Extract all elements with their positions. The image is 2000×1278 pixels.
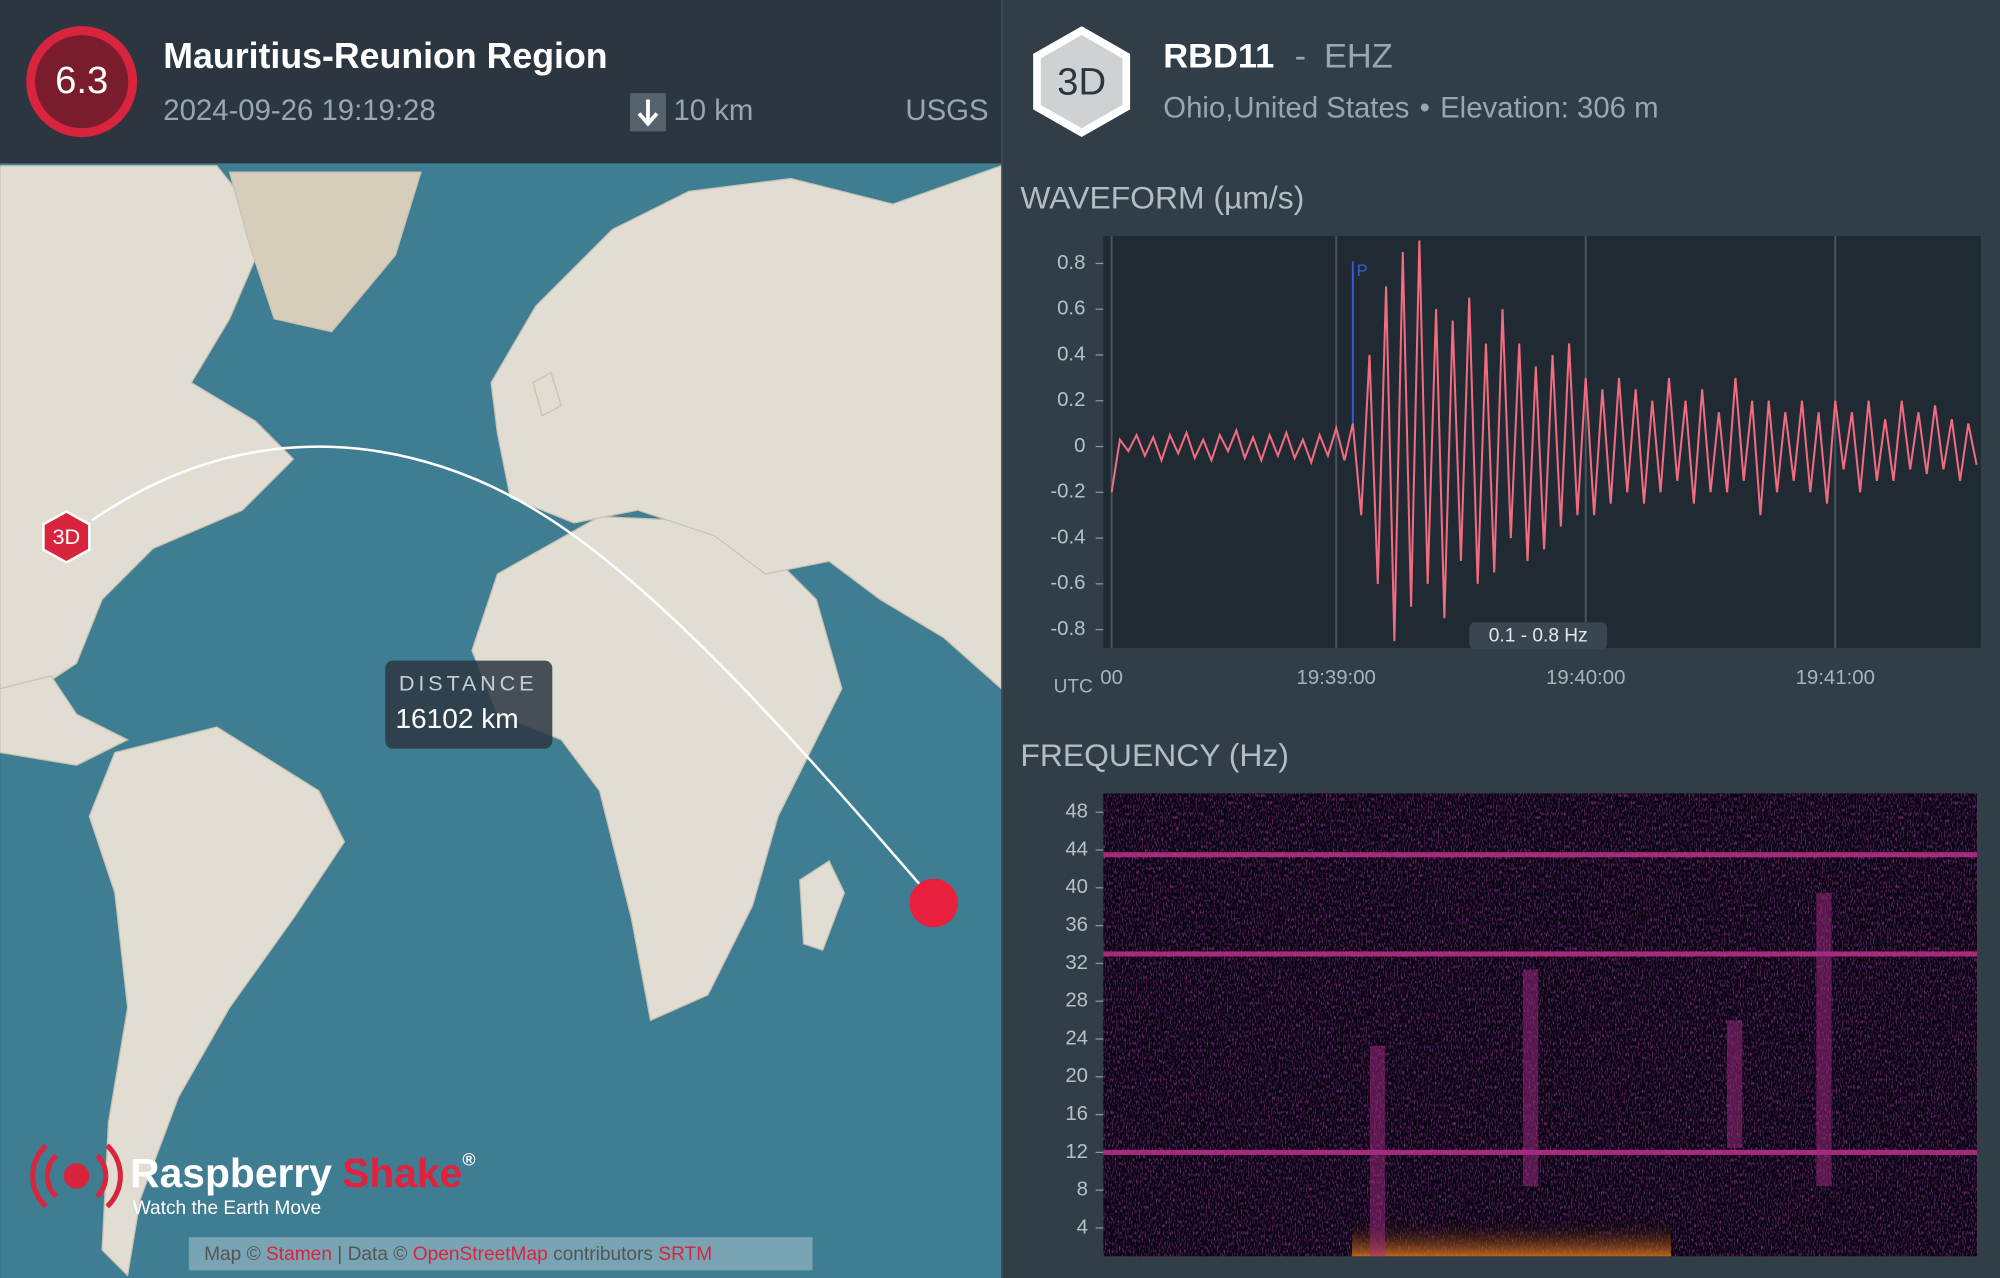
y-tick-label: -0.4 [1050, 526, 1085, 548]
eurasia [490, 165, 1002, 690]
waveform-trace [1110, 240, 1978, 642]
x-tick-label: 19:39:00 [1297, 667, 1376, 689]
spectrogram-energy [1352, 1218, 1671, 1257]
magnitude: 6.3 [55, 59, 108, 102]
attribution: Map © Stamen | Data © OpenStreetMap cont… [204, 1244, 712, 1265]
station-elevation: Elevation: 306 m [1440, 91, 1658, 124]
event-header [0, 0, 1002, 164]
spectrogram-noise [1103, 793, 1977, 1257]
y-tick-label: 12 [1065, 1141, 1088, 1163]
y-tick-label: 40 [1065, 876, 1088, 898]
spectral-burst [1522, 969, 1539, 1187]
frequency-chart: 48 44 40 36 32 28 24 20 16 12 8 4 [1065, 801, 1977, 1257]
station-meta: Ohio,United States • Elevation: 306 m [1163, 91, 1658, 124]
logo-dot [63, 1163, 90, 1189]
y-tick-label: 28 [1065, 990, 1088, 1012]
station-badge [1033, 26, 1131, 138]
spectral-line [1103, 852, 1977, 858]
station-code: RBD11 [1163, 38, 1274, 76]
waveform-plot [1103, 235, 1981, 648]
station-marker [42, 509, 91, 564]
madagascar [799, 859, 846, 952]
y-tick-label: 32 [1065, 952, 1088, 974]
pick-label: P [1357, 261, 1368, 280]
attribution-link[interactable]: OpenStreetMap [413, 1244, 548, 1265]
event-time: 2024-09-26 19:19:28 [163, 94, 435, 127]
y-tick-label: 0.8 [1057, 252, 1085, 274]
y-tick-label: -0.2 [1050, 481, 1085, 503]
y-tick-label: 48 [1065, 801, 1088, 823]
y-tick-label: 36 [1065, 914, 1088, 936]
britain [532, 371, 563, 417]
waveform-title: WAVEFORM (µm/s) [1020, 180, 1304, 216]
waveform-chart: 0.8 0.6 0.4 0.2 0 -0.2 -0.4 -0.6 -0.8 00 19:39:00 1… [1050, 235, 1978, 689]
greenland [228, 171, 422, 333]
spectral-burst [1369, 1045, 1386, 1257]
y-tick-label: 20 [1065, 1065, 1088, 1087]
brand-main: Raspberry [130, 1150, 332, 1196]
attribution-text: | Data © [337, 1244, 407, 1265]
attribution-text: contributors [553, 1244, 653, 1265]
tagline: Watch the Earth Move [133, 1198, 322, 1219]
depth-arrow [637, 99, 659, 127]
frequency-title: FREQUENCY (Hz) [1020, 737, 1289, 773]
station-marker-label: 3D [53, 524, 81, 549]
distance-arc [91, 445, 935, 902]
station-channel: EHZ [1324, 38, 1393, 76]
y-tick-label: 0 [1074, 435, 1085, 457]
attribution-link[interactable]: Stamen [266, 1244, 332, 1265]
y-tick-label: 4 [1077, 1216, 1088, 1238]
attribution-text: Map © [204, 1244, 261, 1265]
south-america [88, 726, 346, 1277]
brand-accent: Shake [342, 1150, 462, 1196]
spectral-line [1103, 951, 1977, 957]
distance-value: 16102 km [395, 703, 518, 734]
logo-waves [30, 1143, 123, 1209]
distance-label: DISTANCE [399, 671, 538, 696]
brand: Raspberry Shake® [130, 1149, 475, 1195]
station-separator: - [1295, 38, 1306, 76]
attribution-link[interactable]: SRTM [658, 1244, 712, 1265]
y-tick-label: 44 [1065, 838, 1088, 860]
y-tick-label: 8 [1077, 1179, 1088, 1201]
x-tick-label: 19:41:00 [1796, 667, 1875, 689]
event-region: Mauritius-Reunion Region [163, 36, 607, 76]
y-tick-label: -0.8 [1050, 618, 1085, 640]
filter-label: 0.1 - 0.8 Hz [1489, 625, 1588, 646]
event-source: USGS [905, 94, 988, 127]
x-axis-label: UTC [1054, 677, 1093, 698]
x-tick-label: 19:40:00 [1546, 667, 1625, 689]
logo: Raspberry Shake® Watch the Earth Move [30, 1143, 476, 1219]
distance-box [385, 660, 553, 749]
epicenter [909, 878, 958, 928]
y-tick-label: 24 [1065, 1027, 1088, 1049]
central-america [0, 675, 130, 766]
station-title: RBD11- EHZ [1163, 38, 1393, 76]
y-tick-label: 0.4 [1057, 343, 1085, 365]
brand-registered: ® [462, 1149, 475, 1169]
spectral-burst [1727, 1020, 1743, 1148]
spectral-burst [1816, 892, 1832, 1187]
map: 3D DISTANCE 16102 km Raspberry Shake® Wat… [0, 163, 1002, 1278]
y-tick-label: 0.6 [1057, 298, 1085, 320]
station-location: Ohio,United States [1163, 91, 1409, 124]
attribution-bar [188, 1237, 813, 1271]
y-tick-label: -0.6 [1050, 572, 1085, 594]
station-badge-label: 3D [1057, 60, 1106, 103]
filter-badge [1469, 622, 1608, 650]
landmasses [0, 165, 1002, 1277]
event-depth: 10 km [673, 94, 753, 127]
y-tick-label: 16 [1065, 1103, 1088, 1125]
station-bullet: • [1420, 91, 1430, 124]
spectral-line [1103, 1149, 1977, 1155]
y-tick-label: 0.2 [1057, 389, 1085, 411]
x-tick-label: 00 [1100, 667, 1123, 689]
magnitude-badge [26, 26, 138, 138]
